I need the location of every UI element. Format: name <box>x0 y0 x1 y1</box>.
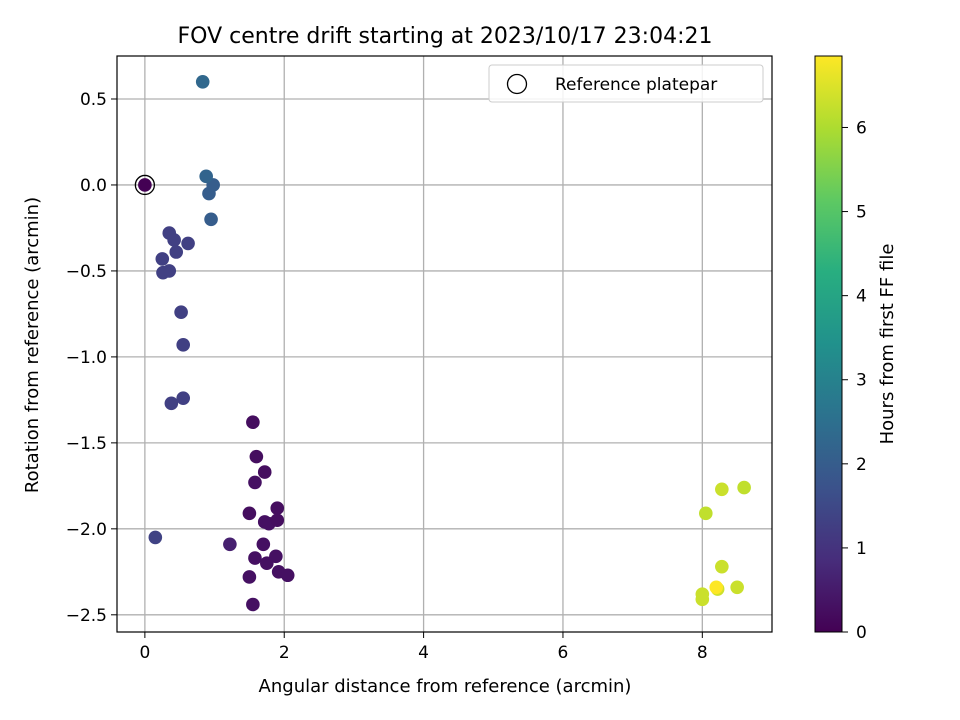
data-point <box>246 597 260 612</box>
data-point <box>176 391 190 405</box>
data-point <box>148 530 163 545</box>
legend-marker-icon <box>506 73 528 95</box>
data-point <box>174 305 188 319</box>
y-tick-label: −1.5 <box>66 434 107 454</box>
chart-title: FOV centre drift starting at 2023/10/17 … <box>178 24 713 49</box>
data-point <box>257 465 272 479</box>
legend-box <box>488 64 764 103</box>
y-tick-label: −1.0 <box>66 348 107 368</box>
y-tick-label: −0.5 <box>66 262 107 282</box>
colorbar-tick-label: 6 <box>856 118 867 138</box>
data-point <box>138 178 152 192</box>
colorbar-tick-label: 4 <box>856 287 867 307</box>
data-point <box>204 212 218 227</box>
data-point <box>709 580 724 595</box>
colorbar-ticks: 0 1 2 3 4 5 6 <box>842 118 867 643</box>
colorbar-tick-label: 2 <box>856 455 867 475</box>
legend-entry-label: Reference platepar <box>555 75 717 95</box>
data-point <box>270 501 285 516</box>
y-tick-label: 0.5 <box>80 90 107 110</box>
legend: Reference platepar <box>488 64 764 103</box>
colorbar-gradient <box>814 55 843 633</box>
reference-marker-icon <box>134 174 156 196</box>
data-point <box>155 252 170 266</box>
data-point <box>242 570 257 584</box>
data-point <box>164 396 179 411</box>
plot-frame <box>116 55 773 633</box>
x-tick-label: 6 <box>558 643 569 663</box>
y-tick-label: 0.0 <box>80 176 107 196</box>
data-point <box>270 513 285 528</box>
data-point <box>256 537 271 552</box>
data-point <box>195 74 210 89</box>
colorbar: 0 1 2 3 4 5 6 Hours from first FF file <box>814 55 898 643</box>
data-point <box>260 556 274 571</box>
colorbar-tick-label: 1 <box>856 539 867 559</box>
data-point <box>181 236 195 251</box>
data-point <box>248 551 262 565</box>
y-tick-label: −2.5 <box>66 606 107 626</box>
data-point <box>167 233 181 247</box>
data-point <box>223 537 237 552</box>
colorbar-tick-label: 3 <box>856 371 867 391</box>
colorbar-tick-label: 5 <box>856 203 867 223</box>
y-tick-label: −2.0 <box>66 520 107 540</box>
data-point <box>199 169 213 184</box>
data-point <box>249 449 264 464</box>
y-axis-label: Rotation from reference (arcmin) <box>22 197 43 493</box>
data-point <box>737 480 751 495</box>
data-point <box>169 245 184 259</box>
data-point <box>176 338 190 352</box>
x-axis-ticks: 0 2 4 6 8 <box>139 632 708 663</box>
data-point <box>248 475 262 490</box>
x-tick-label: 8 <box>697 643 708 663</box>
data-point <box>242 506 257 521</box>
grid <box>117 56 772 632</box>
data-point <box>162 264 177 278</box>
data-points <box>134 74 751 612</box>
y-axis-ticks: −2.5 −2.0 −1.5 −1.0 −0.5 0.0 0.5 <box>66 90 117 626</box>
x-tick-label: 4 <box>418 643 429 663</box>
colorbar-label: Hours from first FF file <box>877 244 898 445</box>
x-tick-label: 2 <box>279 643 290 663</box>
data-point <box>695 592 710 607</box>
x-tick-label: 0 <box>139 643 150 663</box>
data-point <box>699 506 713 521</box>
x-axis-label: Angular distance from reference (arcmin) <box>259 676 632 697</box>
data-point <box>246 415 260 430</box>
data-point <box>715 559 729 574</box>
data-point <box>730 580 744 595</box>
colorbar-tick-label: 0 <box>856 623 867 643</box>
data-point <box>280 568 295 583</box>
data-point <box>715 482 729 497</box>
